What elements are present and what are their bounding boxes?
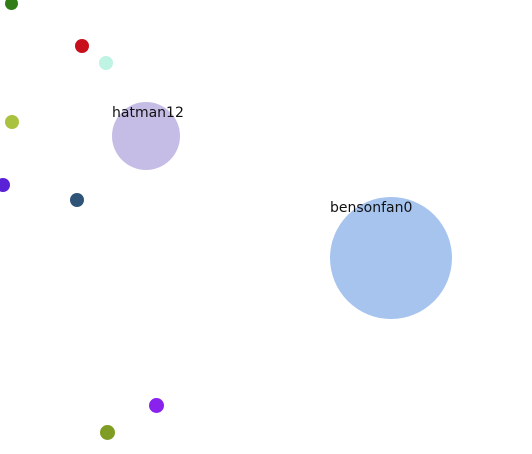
food-pellet [75,39,89,53]
food-pellet [5,115,19,129]
player-name-hatman12: hatman12 [112,105,184,121]
player-cell-bensonfan0 [330,197,452,319]
food-pellet [100,425,115,440]
food-pellet [70,193,84,207]
player-name-bensonfan0: bensonfan0 [330,200,413,216]
food-pellet [0,178,10,192]
food-pellet [5,0,18,10]
food-pellet [99,56,113,70]
food-pellet [149,398,164,413]
player-cell-hatman12 [112,102,180,170]
